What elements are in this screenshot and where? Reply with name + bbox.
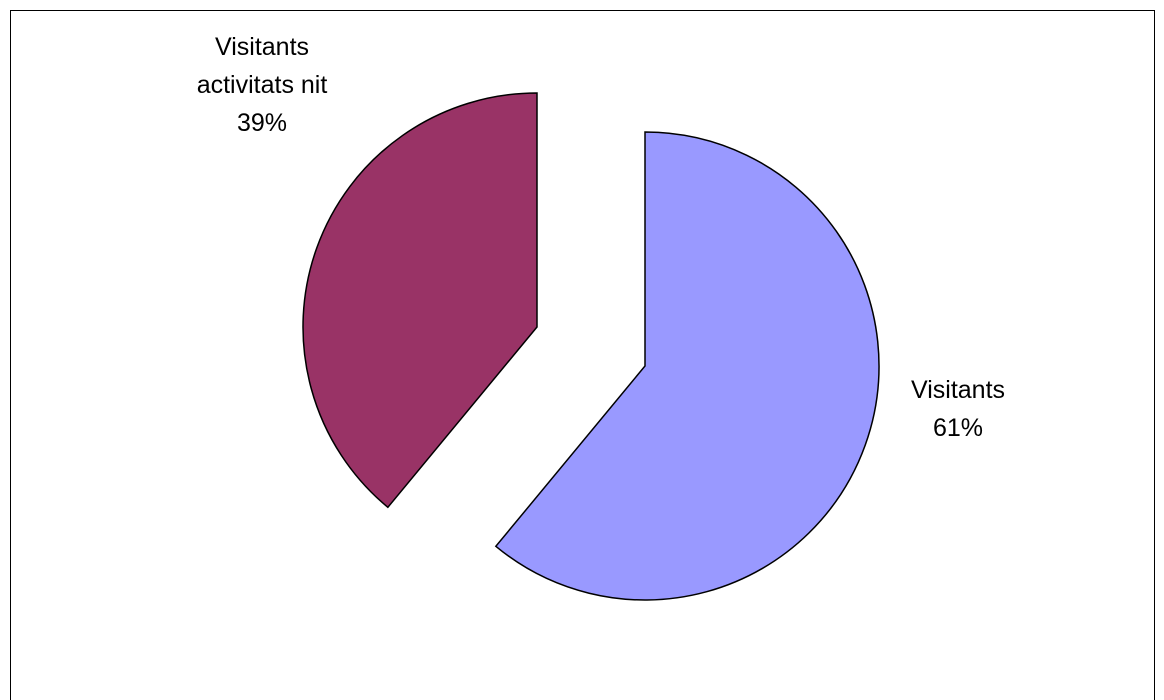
pie-slice-1 xyxy=(494,131,880,601)
pie-slice-2 xyxy=(302,92,538,509)
pie-labels: Visitants 61% Visitants activitats nit 39% xyxy=(197,33,1005,442)
slice-label-1: Visitants 61% xyxy=(911,376,1005,442)
pie-slices xyxy=(302,92,880,601)
chart-frame xyxy=(10,10,1155,700)
slice-label-2: Visitants activitats nit 39% xyxy=(197,33,328,137)
